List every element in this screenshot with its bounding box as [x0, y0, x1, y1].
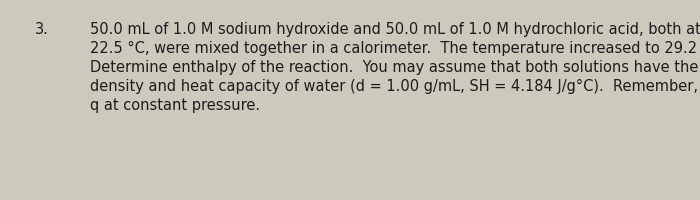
Text: 22.5 °C, were mixed together in a calorimeter.  The temperature increased to 29.: 22.5 °C, were mixed together in a calori…: [90, 41, 700, 56]
Text: q at constant pressure.: q at constant pressure.: [90, 98, 260, 113]
Text: Determine enthalpy of the reaction.  You may assume that both solutions have the: Determine enthalpy of the reaction. You …: [90, 60, 700, 75]
Text: 3.: 3.: [35, 22, 49, 37]
Text: 50.0 mL of 1.0 M sodium hydroxide and 50.0 mL of 1.0 M hydrochloric acid, both a: 50.0 mL of 1.0 M sodium hydroxide and 50…: [90, 22, 700, 37]
Text: density and heat capacity of water (d = 1.00 g/mL, SH = 4.184 J/g°C).  Remember,: density and heat capacity of water (d = …: [90, 79, 700, 94]
